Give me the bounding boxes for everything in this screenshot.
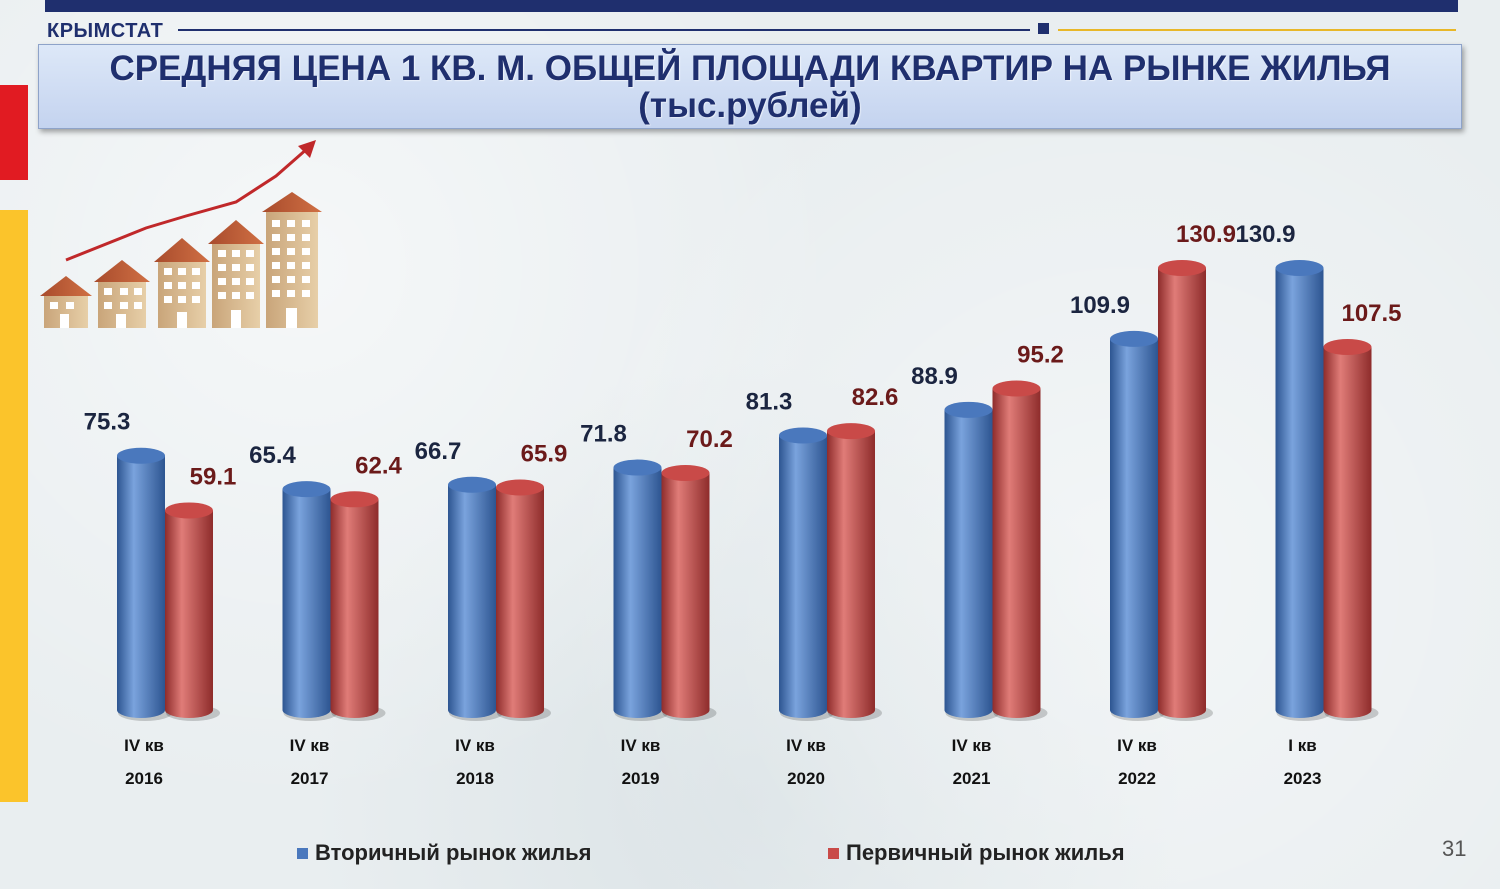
- bar-body: [448, 484, 496, 718]
- bar-cap: [330, 491, 379, 508]
- bar-body: [165, 510, 213, 718]
- bar-cap: [661, 464, 710, 481]
- bar-secondary-2022: [1110, 330, 1165, 721]
- category-year-label: 2018: [456, 769, 494, 788]
- bar-secondary-2020: [779, 427, 834, 721]
- bar-cap: [1110, 330, 1158, 347]
- bar-cap: [1158, 260, 1206, 276]
- data-label-primary-2019: 70.2: [686, 426, 733, 453]
- legend-label-secondary: Вторичный рынок жилья: [315, 840, 592, 865]
- data-label-secondary-2020: 81.3: [746, 388, 793, 415]
- bar-cap: [448, 476, 496, 493]
- category-quarter-label: IV кв: [621, 736, 661, 755]
- bar-secondary-2021: [944, 401, 1000, 721]
- category-year-label: 2020: [787, 769, 825, 788]
- bar-body: [613, 467, 662, 718]
- bar-primary-2022: [1158, 260, 1213, 721]
- bar-cap: [1275, 260, 1324, 276]
- bar-body: [779, 435, 827, 718]
- bar-body: [496, 487, 544, 718]
- bar-secondary-2018: [448, 476, 503, 721]
- category-year-label: 2021: [953, 769, 991, 788]
- data-label-primary-2017: 62.4: [355, 452, 402, 479]
- bar-cap: [992, 380, 1041, 397]
- data-label-primary-2022: 130.9: [1176, 221, 1236, 248]
- bar-body: [827, 431, 875, 718]
- brand-name: КРЫМСТАТ: [47, 20, 164, 42]
- bar-primary-2023: [1323, 339, 1379, 721]
- legend-item-primary: Первичный рынок жилья: [828, 838, 1125, 868]
- bar-primary-2017: [330, 491, 386, 721]
- bar-secondary-2023: [1275, 260, 1331, 721]
- page-number: 31: [1442, 836, 1467, 861]
- data-label-primary-2018: 65.9: [521, 440, 568, 467]
- bar-secondary-2017: [282, 481, 338, 721]
- category-quarter-label: IV кв: [952, 736, 992, 755]
- data-label-secondary-2016: 75.3: [84, 409, 131, 436]
- data-label-secondary-2023: 130.9: [1235, 221, 1295, 248]
- category-quarter-label: IV кв: [1117, 736, 1157, 755]
- data-label-secondary-2021: 88.9: [911, 363, 958, 390]
- data-label-secondary-2017: 65.4: [249, 442, 296, 469]
- bar-primary-2019: [661, 464, 717, 721]
- category-year-label: 2022: [1118, 769, 1156, 788]
- bar-primary-2018: [496, 479, 551, 721]
- bar-cap: [1323, 339, 1372, 356]
- bar-cap: [779, 427, 827, 444]
- category-quarter-label: IV кв: [290, 736, 330, 755]
- bar-primary-2020: [827, 423, 882, 721]
- category-year-label: 2023: [1284, 769, 1322, 788]
- legend-swatch-blue: [297, 847, 308, 859]
- bar-body: [282, 489, 331, 718]
- category-quarter-label: IV кв: [455, 736, 495, 755]
- data-label-primary-2021: 95.2: [1017, 342, 1064, 369]
- category-year-label: 2019: [622, 769, 660, 788]
- chart-title: СРЕДНЯЯ ЦЕНА 1 КВ. М. ОБЩЕЙ ПЛОЩАДИ КВАР…: [109, 48, 1391, 125]
- bar-body: [992, 388, 1041, 718]
- bar-body: [117, 455, 165, 718]
- header-divider-blue: [178, 29, 1030, 31]
- top-navy-bar: [45, 0, 1458, 12]
- bar-cap: [827, 423, 875, 440]
- bar-body: [1110, 338, 1158, 718]
- bar-body: [944, 409, 993, 718]
- bar-body: [330, 499, 379, 718]
- bar-body: [1275, 268, 1324, 718]
- bar-cap: [613, 459, 662, 476]
- data-label-primary-2016: 59.1: [190, 463, 237, 490]
- legend-swatch-red: [828, 847, 839, 859]
- bar-cap: [117, 447, 165, 464]
- category-quarter-label: IV кв: [124, 736, 164, 755]
- bar-cap: [496, 479, 544, 496]
- header-divider-square: [1038, 23, 1049, 34]
- data-label-secondary-2018: 66.7: [415, 438, 462, 465]
- bar-body: [1323, 347, 1372, 718]
- header-divider-gold: [1058, 29, 1456, 31]
- category-year-label: 2017: [291, 769, 329, 788]
- data-label-secondary-2019: 71.8: [580, 421, 627, 448]
- data-label-primary-2023: 107.5: [1341, 300, 1401, 327]
- title-banner: СРЕДНЯЯ ЦЕНА 1 КВ. М. ОБЩЕЙ ПЛОЩАДИ КВАР…: [38, 44, 1462, 129]
- bar-primary-2021: [992, 380, 1048, 721]
- houses-growth-icon: [40, 140, 322, 328]
- side-accent-red: [0, 85, 28, 180]
- bar-secondary-2019: [613, 459, 669, 721]
- side-accent-yellow: [0, 210, 28, 802]
- bar-secondary-2016: [117, 447, 172, 721]
- bar-cap: [944, 401, 993, 418]
- bar-primary-2016: [165, 502, 220, 721]
- category-year-label: 2016: [125, 769, 163, 788]
- bar-body: [661, 472, 710, 718]
- legend-label-primary: Первичный рынок жилья: [846, 840, 1125, 865]
- legend-item-secondary: Вторичный рынок жилья: [297, 838, 592, 868]
- category-quarter-label: I кв: [1288, 736, 1316, 755]
- bar-cap: [282, 481, 331, 498]
- bar-cap: [165, 502, 213, 519]
- category-quarter-label: IV кв: [786, 736, 826, 755]
- data-label-secondary-2022: 109.9: [1070, 292, 1130, 319]
- data-label-primary-2020: 82.6: [852, 384, 899, 411]
- bar-body: [1158, 268, 1206, 718]
